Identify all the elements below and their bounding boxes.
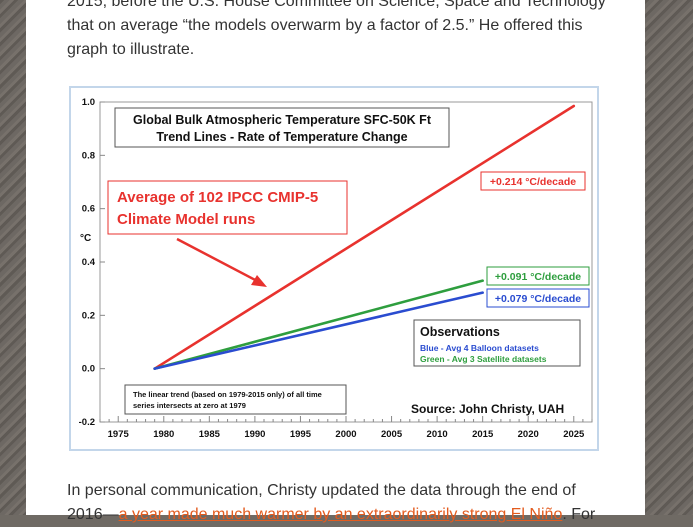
models-trend-label: +0.214 °C/decade xyxy=(490,176,576,188)
balloon-trend-line xyxy=(153,291,484,370)
y-tick-label: 1.0 xyxy=(82,97,95,108)
paragraph-line: 2016—a year made much warmer by an extra… xyxy=(67,503,627,527)
y-axis-label: °C xyxy=(80,233,91,244)
models-trend-line xyxy=(153,104,576,370)
chart-figure: 1.0 0.8 0.6 0.4 0.2 0.0 -0.2 1975 1980 1985 1990 19… xyxy=(69,86,599,451)
x-tick-label: 2000 xyxy=(335,429,356,440)
x-tick-label: 1980 xyxy=(153,429,174,440)
plot-area-border xyxy=(99,101,593,423)
trend-note-line1: The linear trend (based on 1979-2015 onl… xyxy=(133,390,322,399)
y-tick-label: 0.8 xyxy=(82,150,95,161)
y-tick-label: 0.6 xyxy=(82,204,95,215)
models-callout-line1: Average of 102 IPCC CMIP-5 xyxy=(117,189,318,206)
page-background-left xyxy=(0,0,26,515)
paragraph-line: In personal communication, Christy updat… xyxy=(67,482,576,499)
x-tick-label: 1985 xyxy=(199,429,221,440)
paragraph-line: 2015, before the U.S. House Committee on… xyxy=(67,0,606,10)
observations-legend-box xyxy=(413,319,581,367)
models-callout-arrow xyxy=(176,237,262,285)
x-tick-label: 2025 xyxy=(563,429,585,440)
y-tick-label: 0.2 xyxy=(82,310,95,321)
chart-subtitle: Trend Lines - Rate of Temperature Change xyxy=(156,130,407,144)
article-paragraph-intro: 2015, before the U.S. House Committee on… xyxy=(67,0,627,62)
chart-title: Global Bulk Atmospheric Temperature SFC-… xyxy=(133,113,432,127)
models-callout-line2: Climate Model runs xyxy=(117,211,255,228)
satellite-trend-label: +0.091 °C/decade xyxy=(495,271,581,283)
trend-note-line2: series intersects at zero at 1979 xyxy=(133,401,246,410)
trend-note-box xyxy=(124,384,347,415)
y-tick-label: 0.0 xyxy=(82,364,95,375)
satellite-trend-line xyxy=(153,279,484,370)
paragraph-line: that on average “the models overwarm by … xyxy=(67,17,583,34)
models-callout-arrowhead xyxy=(251,275,267,287)
x-tick-label: 1995 xyxy=(290,429,312,440)
balloon-trend-label-box xyxy=(486,288,590,308)
observations-legend-title: Observations xyxy=(420,325,500,339)
x-tick-label: 2010 xyxy=(427,429,448,440)
article-paragraph-followup: In personal communication, Christy updat… xyxy=(67,479,627,527)
article-page: 2015, before the U.S. House Committee on… xyxy=(26,0,645,523)
chart-source: Source: John Christy, UAH xyxy=(411,402,564,416)
paragraph-line: graph to illustrate. xyxy=(67,41,195,58)
page-background-right xyxy=(645,0,693,515)
chart-title-box xyxy=(114,107,450,148)
y-tick-label: 0.4 xyxy=(82,257,96,268)
x-tick-label: 1975 xyxy=(108,429,130,440)
models-callout-box xyxy=(107,180,348,235)
balloon-trend-label: +0.079 °C/decade xyxy=(495,293,581,305)
x-tick-label: 1990 xyxy=(244,429,265,440)
chart-svg: 1.0 0.8 0.6 0.4 0.2 0.0 -0.2 1975 1980 1985 1990 19… xyxy=(79,97,593,440)
models-trend-label-box xyxy=(480,171,586,191)
y-tick-label: -0.2 xyxy=(79,417,95,428)
observations-legend-balloon: Blue - Avg 4 Balloon datasets xyxy=(420,343,539,353)
satellite-trend-label-box xyxy=(486,266,590,286)
observations-legend-satellite: Green - Avg 3 Satellite datasets xyxy=(420,354,547,364)
x-tick-label: 2005 xyxy=(381,429,403,440)
x-tick-label: 2015 xyxy=(472,429,494,440)
x-tick-label: 2020 xyxy=(518,429,539,440)
